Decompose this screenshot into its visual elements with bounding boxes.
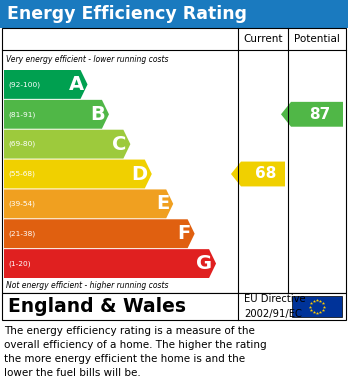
Polygon shape — [4, 219, 195, 248]
Bar — [2, 293, 346, 320]
Polygon shape — [4, 100, 109, 129]
Text: Potential: Potential — [294, 34, 340, 44]
Bar — [2, 28, 346, 293]
Text: D: D — [132, 165, 148, 183]
Polygon shape — [281, 102, 343, 127]
Text: (21-38): (21-38) — [8, 230, 35, 237]
Text: EU Directive
2002/91/EC: EU Directive 2002/91/EC — [244, 294, 306, 319]
Text: (39-54): (39-54) — [8, 201, 35, 207]
Polygon shape — [4, 70, 88, 99]
Text: A: A — [69, 75, 84, 94]
Text: Very energy efficient - lower running costs: Very energy efficient - lower running co… — [6, 56, 168, 65]
Text: the more energy efficient the home is and the: the more energy efficient the home is an… — [4, 354, 245, 364]
Text: (55-68): (55-68) — [8, 171, 35, 177]
Text: (92-100): (92-100) — [8, 81, 40, 88]
Text: Energy Efficiency Rating: Energy Efficiency Rating — [7, 5, 247, 23]
Text: E: E — [156, 194, 169, 213]
Text: Current: Current — [243, 34, 283, 44]
Text: 87: 87 — [309, 107, 331, 122]
Text: 68: 68 — [255, 167, 277, 181]
Text: Not energy efficient - higher running costs: Not energy efficient - higher running co… — [6, 282, 168, 291]
Text: (81-91): (81-91) — [8, 111, 35, 118]
Polygon shape — [4, 160, 152, 188]
Polygon shape — [4, 249, 216, 278]
Bar — [292, 296, 342, 317]
Text: (1-20): (1-20) — [8, 260, 31, 267]
Text: lower the fuel bills will be.: lower the fuel bills will be. — [4, 368, 141, 378]
Text: (69-80): (69-80) — [8, 141, 35, 147]
Text: C: C — [112, 135, 126, 154]
Polygon shape — [231, 161, 285, 187]
Polygon shape — [4, 130, 130, 159]
Text: B: B — [90, 105, 105, 124]
Text: overall efficiency of a home. The higher the rating: overall efficiency of a home. The higher… — [4, 340, 267, 350]
Text: F: F — [177, 224, 191, 243]
Text: G: G — [196, 254, 212, 273]
Text: The energy efficiency rating is a measure of the: The energy efficiency rating is a measur… — [4, 326, 255, 336]
Bar — [0, 0, 348, 28]
Polygon shape — [4, 189, 173, 218]
Text: England & Wales: England & Wales — [8, 297, 186, 316]
